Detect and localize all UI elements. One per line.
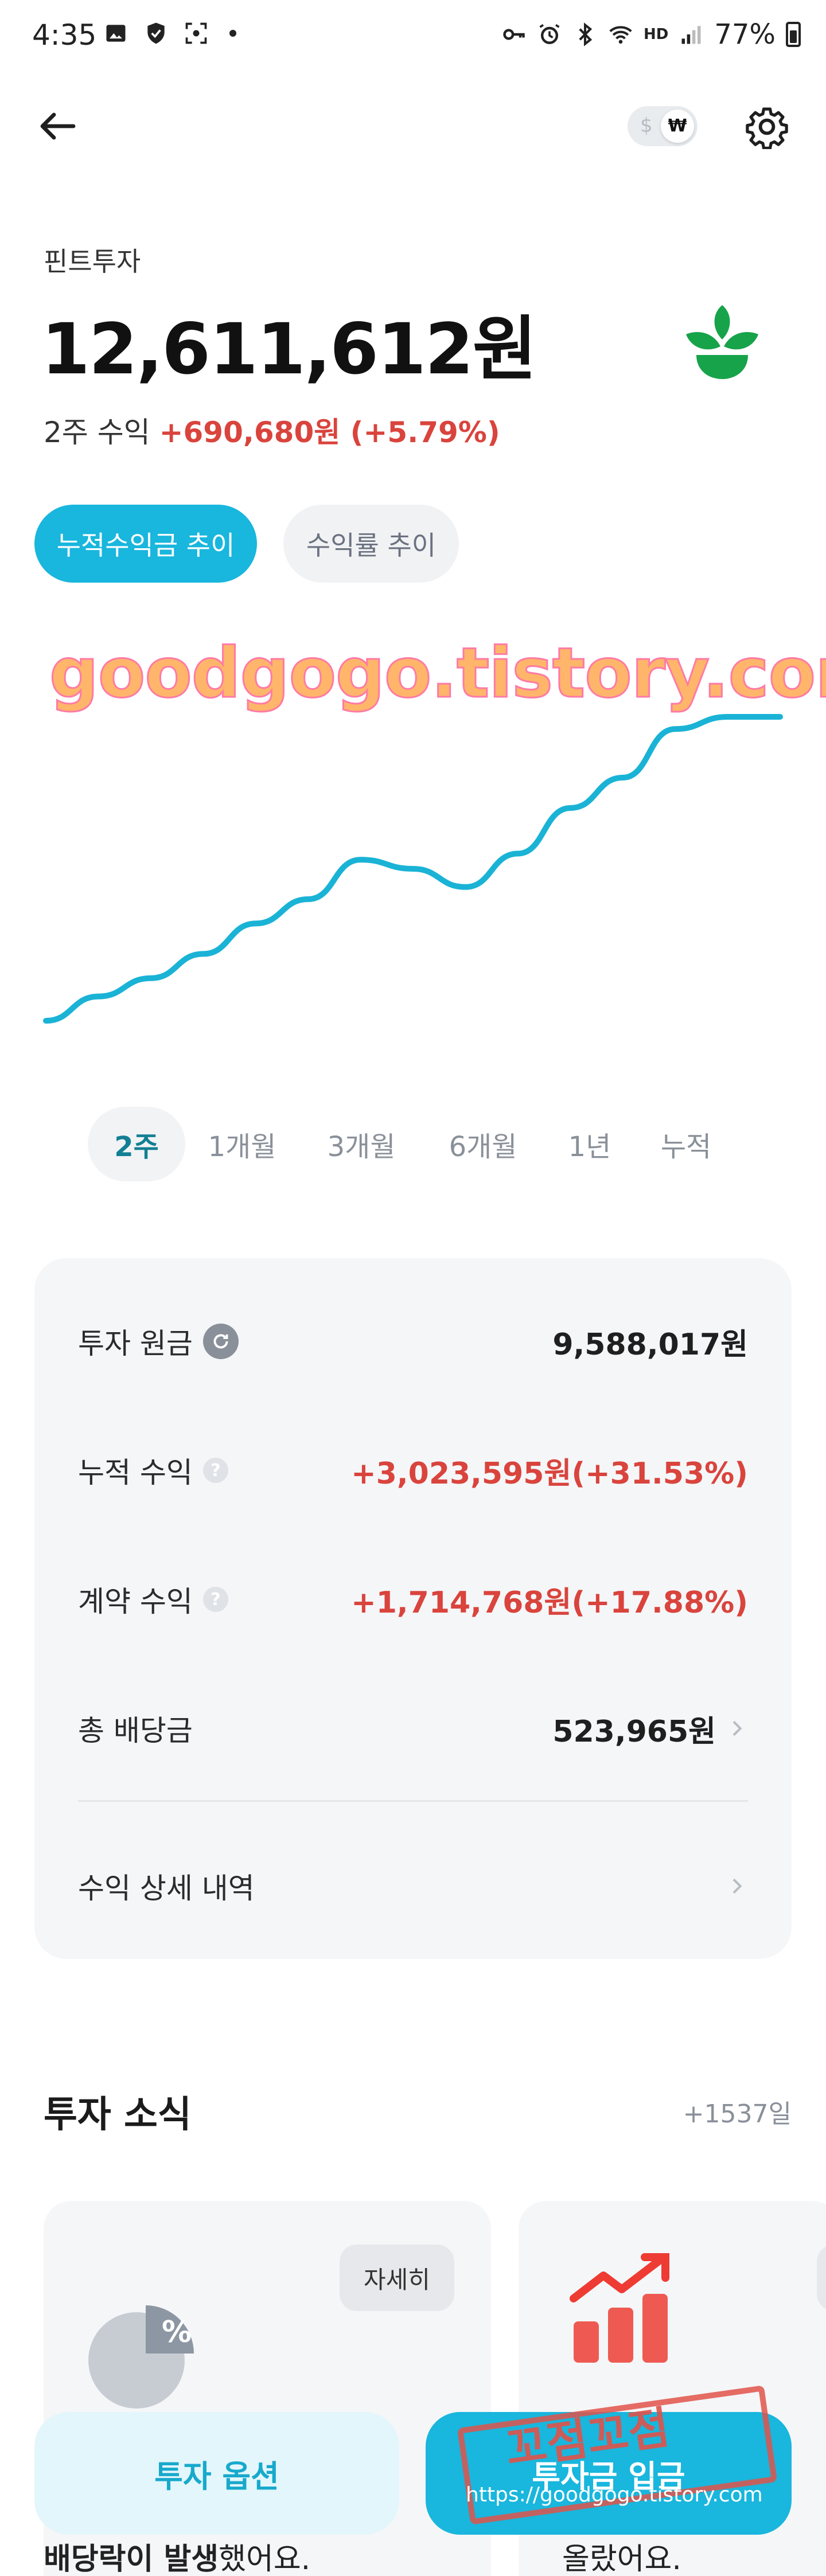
period-tab-0[interactable]: 2주 <box>88 1107 185 1181</box>
leaf-logo-icon <box>686 305 758 379</box>
news-card2-caption: 올랐어요. <box>562 2542 681 2576</box>
currency-toggle[interactable]: $ ₩ <box>628 106 698 146</box>
period-gain-row: 2주 수익 +690,680원 (+5.79%) <box>44 409 500 451</box>
deposit-button[interactable]: 투자금 입금 <box>426 2412 792 2535</box>
period-tab-5[interactable]: 누적 <box>660 1131 712 1163</box>
more-notifications-dot <box>229 30 236 37</box>
period-tab-1[interactable]: 1개월 <box>208 1131 276 1163</box>
battery-icon <box>786 22 801 47</box>
stamp-url: https://goodgogo.tistory.com <box>466 2483 763 2507</box>
bluetooth-icon <box>579 22 593 46</box>
profit-detail-label: 수익 상세 내역 <box>78 1872 255 1905</box>
period-tab-3[interactable]: 6개월 <box>449 1131 517 1163</box>
dividend-row[interactable]: 총 배당금 523,965원 <box>78 1703 748 1754</box>
contract-value: +1,714,768원(+17.88%) <box>351 1585 748 1620</box>
dividend-value-group: 523,965원 <box>552 1707 748 1750</box>
back-arrow-icon[interactable] <box>34 103 80 149</box>
company-name: 핀트투자 <box>44 246 141 277</box>
shield-check-icon <box>147 22 165 44</box>
pie-percent-icon: % <box>88 2305 194 2409</box>
news-card1-caption-bold: 배당락이 발생 <box>44 2542 219 2576</box>
notification-icons <box>103 21 236 46</box>
system-icons: HD 77% <box>501 18 801 50</box>
period-gain-value: +690,680원 (+5.79%) <box>159 416 500 449</box>
period-selector: 2주 1개월 3개월 6개월 1년 누적 <box>0 1107 826 1181</box>
dividend-label: 총 배당금 <box>78 1714 193 1747</box>
tab-cumulative-profit[interactable]: 누적수익금 추이 <box>34 505 257 583</box>
gallery-icon <box>106 25 126 42</box>
alarm-icon <box>539 24 560 44</box>
contract-label: 계약 수익 <box>78 1585 193 1618</box>
hd-voice-label: HD <box>643 26 669 43</box>
wifi-icon <box>609 26 632 44</box>
chevron-right-icon <box>733 1720 742 1736</box>
investment-option-button[interactable]: 투자 옵션 <box>34 2412 399 2535</box>
status-bar: 4:35 HD 77% <box>0 0 826 75</box>
contract-help-icon[interactable]: ? <box>202 1587 228 1612</box>
battery-percent: 77% <box>714 18 776 50</box>
summary-card: 투자 원금 9,588,017원 누적 수익 ? +3,023,595원(+31… <box>34 1258 792 1959</box>
cumulative-row: 누적 수익 ? +3,023,595원(+31.53%) <box>78 1445 748 1496</box>
cumulative-value: +3,023,595원(+31.53%) <box>351 1456 748 1491</box>
gear-icon[interactable] <box>745 104 789 149</box>
tab-return-rate[interactable]: 수익률 추이 <box>283 505 459 583</box>
chevron-right-icon <box>733 1878 742 1894</box>
news-day-count: +1537일 <box>683 2099 792 2129</box>
won-knob: ₩ <box>661 110 694 143</box>
principal-row: 투자 원금 9,588,017원 <box>78 1316 748 1367</box>
vpn-key-icon <box>503 29 525 40</box>
watermark-text: goodgogo.tistory.com <box>48 633 826 715</box>
screenshot-icon <box>185 22 207 44</box>
status-time: 4:35 <box>32 18 97 52</box>
rising-chart-icon <box>570 2253 669 2363</box>
card-divider <box>78 1800 748 1802</box>
detail-button-2[interactable] <box>817 2245 826 2311</box>
profit-detail-row[interactable]: 수익 상세 내역 <box>78 1860 748 1912</box>
period-tab-4[interactable]: 1년 <box>568 1131 611 1163</box>
svg-text:%: % <box>162 2315 192 2349</box>
profit-line-chart <box>43 714 783 1024</box>
cumulative-label-group: 누적 수익 ? <box>78 1450 228 1491</box>
contract-row: 계약 수익 ? +1,714,768원(+17.88%) <box>78 1574 748 1625</box>
principal-label: 투자 원금 <box>78 1327 193 1360</box>
period-tab-2[interactable]: 3개월 <box>327 1131 396 1163</box>
contract-label-group: 계약 수익 ? <box>78 1579 228 1620</box>
news-card1-caption-rest: 했어요. <box>219 2542 311 2576</box>
refresh-icon[interactable] <box>202 1324 239 1359</box>
dollar-label: $ <box>640 114 653 137</box>
total-amount: 12,611,612원 <box>41 309 537 390</box>
cumulative-label: 누적 수익 <box>78 1456 193 1489</box>
signal-icon <box>681 26 701 44</box>
period-gain-label: 2주 수익 <box>44 416 150 449</box>
news-card1-caption: 배당락이 발생했어요. <box>44 2535 310 2576</box>
principal-label-group: 투자 원금 <box>78 1321 239 1362</box>
cumulative-help-icon[interactable]: ? <box>202 1458 228 1483</box>
news-section-title: 투자 소식 <box>44 2094 192 2136</box>
principal-value: 9,588,017원 <box>552 1327 748 1362</box>
dividend-value: 523,965원 <box>552 1714 716 1749</box>
detail-button[interactable]: 자세히 <box>340 2245 454 2311</box>
series-line <box>43 714 783 1024</box>
